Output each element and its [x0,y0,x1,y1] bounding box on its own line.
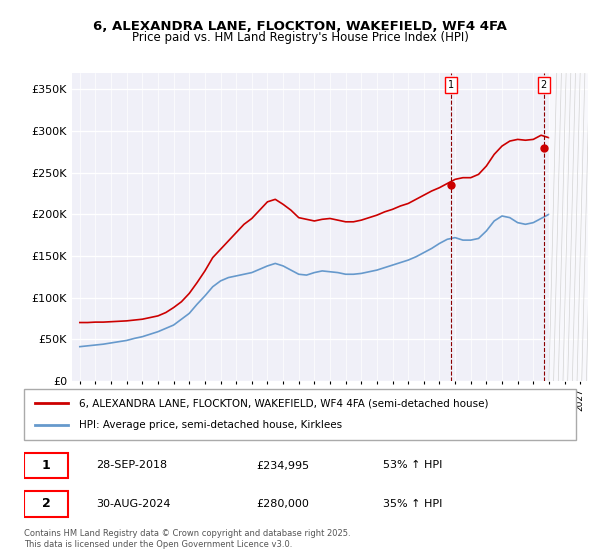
FancyBboxPatch shape [24,491,68,517]
FancyBboxPatch shape [24,452,68,478]
Text: £234,995: £234,995 [256,460,309,470]
Text: Contains HM Land Registry data © Crown copyright and database right 2025.
This d: Contains HM Land Registry data © Crown c… [24,529,350,549]
Text: 35% ↑ HPI: 35% ↑ HPI [383,498,442,508]
Text: 2: 2 [541,80,547,90]
Text: 30-AUG-2024: 30-AUG-2024 [96,498,170,508]
Text: 53% ↑ HPI: 53% ↑ HPI [383,460,442,470]
FancyBboxPatch shape [24,389,576,440]
Text: 6, ALEXANDRA LANE, FLOCKTON, WAKEFIELD, WF4 4FA (semi-detached house): 6, ALEXANDRA LANE, FLOCKTON, WAKEFIELD, … [79,398,488,408]
Text: 6, ALEXANDRA LANE, FLOCKTON, WAKEFIELD, WF4 4FA: 6, ALEXANDRA LANE, FLOCKTON, WAKEFIELD, … [93,20,507,32]
Text: 28-SEP-2018: 28-SEP-2018 [96,460,167,470]
Text: 2: 2 [42,497,50,510]
Text: Price paid vs. HM Land Registry's House Price Index (HPI): Price paid vs. HM Land Registry's House … [131,31,469,44]
Text: 1: 1 [448,80,454,90]
Text: HPI: Average price, semi-detached house, Kirklees: HPI: Average price, semi-detached house,… [79,421,343,431]
Text: £280,000: £280,000 [256,498,309,508]
Text: 1: 1 [42,459,50,472]
